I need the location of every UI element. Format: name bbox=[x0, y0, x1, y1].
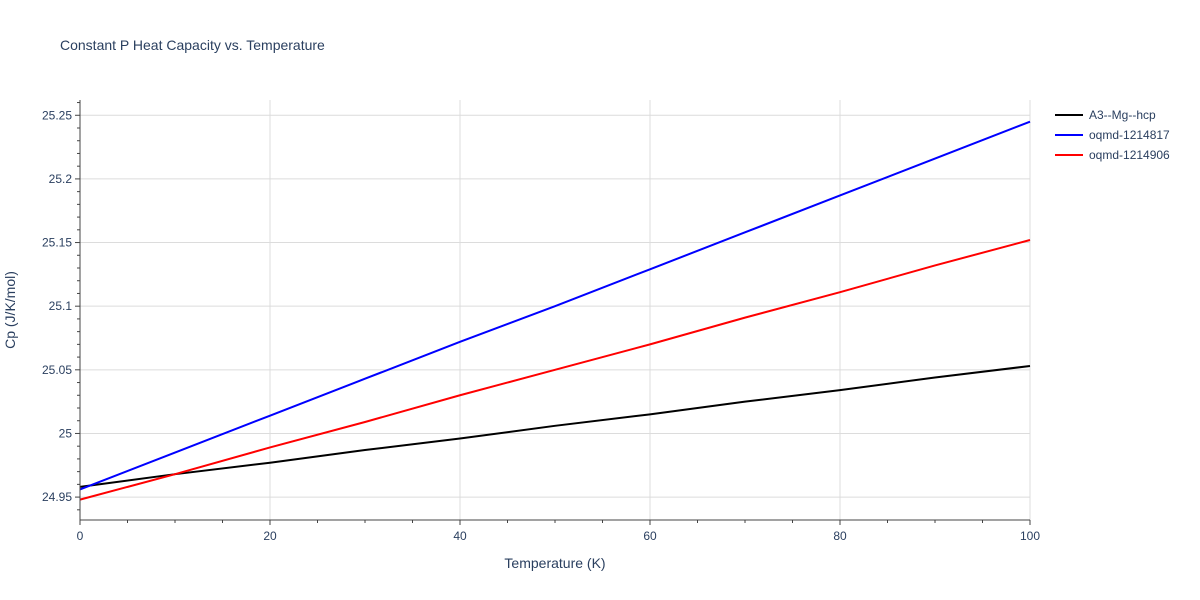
x-tick-label: 20 bbox=[263, 529, 277, 543]
legend-label-oqmd-1214817: oqmd-1214817 bbox=[1089, 128, 1170, 142]
x-tick-label: 0 bbox=[77, 529, 84, 543]
series-line-oqmd-1214817 bbox=[79, 120, 1031, 491]
legend: A3--Mg--hcp oqmd-1214817 oqmd-1214906 bbox=[1055, 108, 1170, 162]
x-tick-label: 40 bbox=[453, 529, 467, 543]
gridlines bbox=[80, 100, 1031, 520]
x-tick-label: 80 bbox=[833, 529, 847, 543]
x-axis-title: Temperature (K) bbox=[504, 555, 605, 571]
y-axis-title: Cp (J/K/mol) bbox=[2, 271, 18, 349]
y-tick-label: 25.2 bbox=[49, 172, 73, 186]
series-line-oqmd-1214906 bbox=[79, 239, 1031, 501]
y-tick-label: 25.1 bbox=[49, 299, 73, 313]
axes: 0 20 40 60 80 100 24.95 25 25.05 25.1 25.15 25.2 25.… bbox=[42, 100, 1040, 543]
x-tick-label: 100 bbox=[1020, 529, 1040, 543]
legend-label-oqmd-1214906: oqmd-1214906 bbox=[1089, 148, 1170, 162]
y-tick-label: 24.95 bbox=[42, 490, 72, 504]
plot-area bbox=[79, 120, 1031, 501]
y-tick-label: 25.05 bbox=[42, 363, 72, 377]
y-tick-label: 25.15 bbox=[42, 236, 72, 250]
legend-label-a3-mg-hcp: A3--Mg--hcp bbox=[1089, 108, 1156, 122]
chart-title: Constant P Heat Capacity vs. Temperature bbox=[60, 37, 325, 53]
x-tick-label: 60 bbox=[643, 529, 657, 543]
y-tick-label: 25 bbox=[59, 426, 73, 440]
y-tick-label: 25.25 bbox=[42, 108, 72, 122]
series-line-a3-mg-hcp bbox=[79, 365, 1031, 488]
